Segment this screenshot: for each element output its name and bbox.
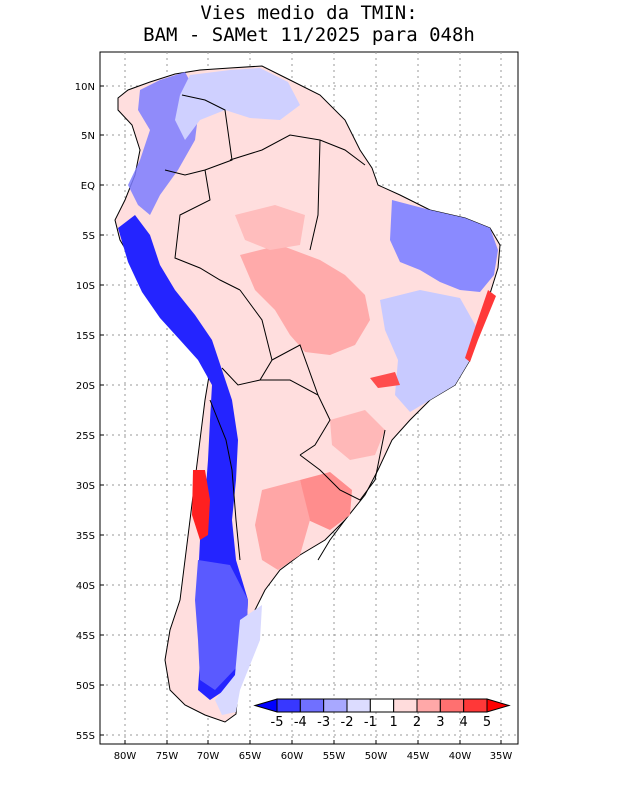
warm-bias-paraguay <box>330 410 385 460</box>
colorbar-label: 3 <box>436 715 444 730</box>
lon-tick-label: 40W <box>449 751 472 762</box>
lon-tick-label: 80W <box>114 751 137 762</box>
lat-tick-label: 20S <box>76 381 95 392</box>
longitude-axis: 80W 75W 70W 65W 60W 55W 50W 45W 40W 35W <box>114 740 513 762</box>
strong-warm-south-coast <box>370 372 400 388</box>
lon-tick-label: 55W <box>323 751 346 762</box>
colorbar-box <box>346 698 371 713</box>
warm-bias-amazon <box>235 205 305 250</box>
colorbar-label: 5 <box>483 715 491 730</box>
colorbar-box <box>416 698 441 713</box>
colorbar-label: -5 <box>271 715 284 730</box>
lat-tick-label: 45S <box>76 631 95 642</box>
colorbar-box <box>323 698 348 713</box>
colorbar-label: 4 <box>460 715 468 730</box>
lat-tick-label: 10N <box>75 82 95 93</box>
colorbar-box <box>463 698 488 713</box>
country-borders <box>164 94 386 561</box>
lat-tick-label: 50S <box>76 681 95 692</box>
lon-tick-label: 65W <box>239 751 262 762</box>
lat-tick-label: 15S <box>76 331 95 342</box>
light-cold-patagonia <box>215 605 262 715</box>
colorbar-label: -1 <box>364 715 377 730</box>
warm-bias-south-brazil <box>300 472 352 530</box>
map-title-line2: BAM - SAMet 11/2025 para 048h <box>143 24 475 46</box>
colorbar-label: 2 <box>413 715 421 730</box>
colorbar-label: -2 <box>341 715 354 730</box>
warm-bias-argentina <box>255 480 310 570</box>
colorbar-box <box>393 698 418 713</box>
lon-tick-label: 75W <box>156 751 179 762</box>
light-cold-amazon-north <box>175 68 300 140</box>
colorbar-box <box>439 698 465 713</box>
lon-tick-label: 60W <box>281 751 304 762</box>
lon-tick-label: 70W <box>197 751 220 762</box>
lat-tick-label: 55S <box>76 731 95 742</box>
light-cold-east-brazil <box>380 290 478 412</box>
lon-tick-label: 45W <box>407 751 430 762</box>
map-title-line1: Vies medio da TMIN: <box>200 2 418 24</box>
lat-tick-label: 25S <box>76 431 95 442</box>
strong-warm-chile <box>192 470 210 540</box>
lat-tick-label: 35S <box>76 531 95 542</box>
colorbar-label: -3 <box>317 715 330 730</box>
lon-tick-label: 50W <box>365 751 388 762</box>
cold-bias-patagonia <box>195 560 248 690</box>
colorbar-box <box>276 698 301 713</box>
colorbar: -5 -4 -3 -2 -1 1 2 3 4 5 <box>253 698 511 730</box>
colorbar-label: 1 <box>390 715 398 730</box>
lat-tick-label: 10S <box>76 281 95 292</box>
lat-tick-label: 5N <box>81 131 95 142</box>
warm-bias-central-brazil <box>240 245 370 355</box>
colorbar-max-triangle <box>486 698 511 713</box>
latitude-axis: 10N 5N EQ 5S 10S 15S 20S 25S 30S 35S 40S 45S 50S 55S <box>75 82 104 742</box>
lon-tick-label: 35W <box>490 751 513 762</box>
lat-tick-label: 30S <box>76 481 95 492</box>
lat-tick-label: 40S <box>76 581 95 592</box>
lat-tick-label: 5S <box>82 231 95 242</box>
strong-warm-east-coast <box>465 290 496 362</box>
map-area <box>114 65 501 723</box>
cold-bias-northeast-brazil <box>390 200 498 292</box>
lat-tick-label: EQ <box>81 181 95 192</box>
colorbar-box <box>299 698 325 713</box>
colorbar-box <box>369 698 395 713</box>
colorbar-label: -4 <box>294 715 307 730</box>
